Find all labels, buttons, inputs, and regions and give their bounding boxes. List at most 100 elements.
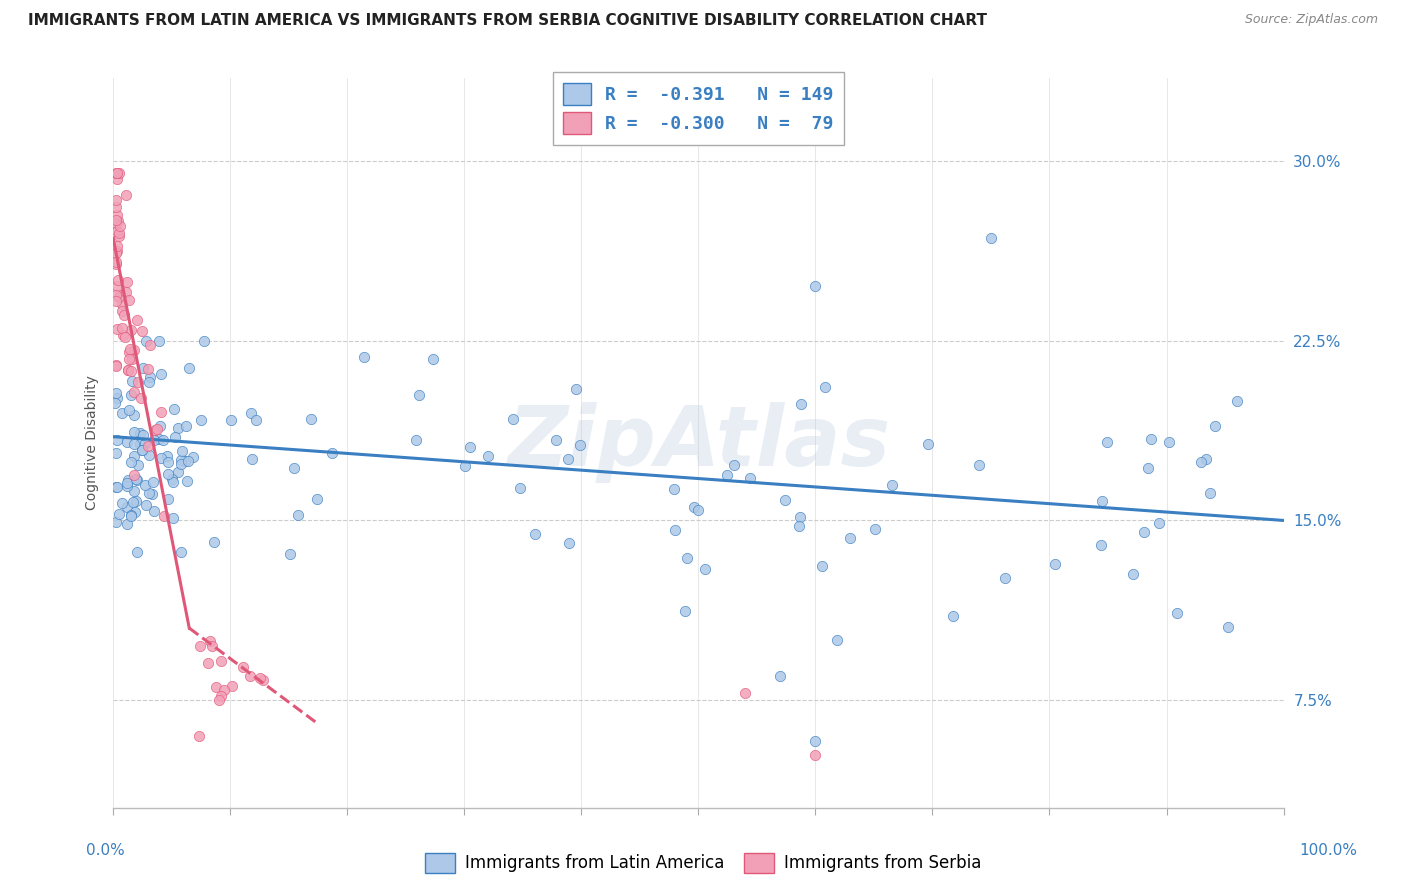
Point (105, 239, 128, 253)
Point (131, 443, 153, 458)
Point (115, 479, 138, 493)
Point (127, 375, 149, 389)
Point (917, 437, 939, 451)
Point (814, 380, 837, 394)
Point (980, 231, 1002, 245)
Text: Source: ZipAtlas.com: Source: ZipAtlas.com (1244, 13, 1378, 27)
Point (124, 483, 146, 498)
Point (120, 508, 142, 523)
Point (120, 508, 142, 523)
Point (112, 309, 135, 323)
Point (105, 322, 128, 336)
Point (287, 508, 309, 523)
Point (117, 473, 139, 487)
Point (422, 351, 444, 366)
Point (789, 509, 811, 524)
Point (353, 351, 375, 365)
Point (104, 255, 127, 269)
Point (108, 166, 131, 180)
Point (156, 455, 179, 469)
Point (157, 467, 180, 482)
Legend: Immigrants from Latin America, Immigrants from Serbia: Immigrants from Latin America, Immigrant… (418, 847, 988, 880)
Point (174, 454, 197, 468)
Point (124, 384, 146, 399)
Point (104, 386, 127, 401)
Y-axis label: Cognitive Disability: Cognitive Disability (86, 376, 100, 510)
Point (790, 397, 813, 411)
Point (120, 455, 142, 469)
Point (115, 275, 138, 289)
Point (160, 472, 183, 486)
Point (245, 413, 267, 427)
Point (124, 472, 146, 486)
Point (524, 527, 547, 541)
Point (880, 478, 903, 492)
Point (125, 313, 148, 327)
Point (170, 452, 193, 467)
Point (117, 435, 139, 450)
Point (111, 321, 134, 335)
Point (129, 391, 152, 405)
Point (1147, 516, 1170, 530)
Point (118, 293, 141, 308)
Point (104, 246, 127, 260)
Point (124, 449, 146, 463)
Point (683, 500, 706, 515)
Point (170, 457, 193, 471)
Point (118, 344, 141, 359)
Point (138, 448, 160, 462)
Point (148, 334, 170, 348)
Point (120, 323, 142, 337)
Point (219, 413, 242, 427)
Point (502, 412, 524, 426)
Point (146, 422, 169, 436)
Point (104, 358, 127, 372)
Point (104, 294, 127, 309)
Point (1091, 494, 1114, 508)
Point (804, 747, 827, 762)
Text: 0.0%: 0.0% (86, 843, 125, 858)
Point (104, 396, 127, 410)
Text: IMMIGRANTS FROM LATIN AMERICA VS IMMIGRANTS FROM SERBIA COGNITIVE DISABILITY COR: IMMIGRANTS FROM LATIN AMERICA VS IMMIGRA… (28, 13, 987, 29)
Point (789, 519, 811, 533)
Point (165, 429, 187, 443)
Point (120, 388, 142, 402)
Point (135, 334, 157, 348)
Point (804, 279, 827, 293)
Point (111, 304, 134, 318)
Point (190, 413, 212, 427)
Point (405, 434, 427, 448)
Point (104, 213, 127, 227)
Point (118, 342, 141, 356)
Point (105, 391, 128, 405)
Point (238, 669, 260, 683)
Point (148, 418, 170, 433)
Point (162, 511, 184, 525)
Point (202, 535, 225, 549)
Point (1218, 620, 1240, 634)
Point (148, 432, 170, 446)
Point (839, 531, 862, 545)
Point (162, 475, 184, 489)
Point (321, 446, 343, 460)
Point (118, 403, 141, 417)
Point (122, 495, 145, 509)
Point (1195, 452, 1218, 467)
Point (176, 475, 198, 489)
Point (108, 229, 131, 244)
Point (104, 166, 127, 180)
Point (117, 363, 139, 377)
Point (105, 279, 128, 293)
Point (1097, 435, 1119, 450)
Point (104, 446, 127, 460)
Point (565, 382, 588, 396)
Point (125, 494, 148, 508)
Point (150, 450, 173, 465)
Point (105, 480, 128, 494)
Point (105, 433, 128, 447)
Point (122, 468, 145, 483)
Point (170, 545, 193, 559)
Point (408, 387, 430, 401)
Point (1166, 606, 1188, 620)
Point (676, 550, 699, 565)
